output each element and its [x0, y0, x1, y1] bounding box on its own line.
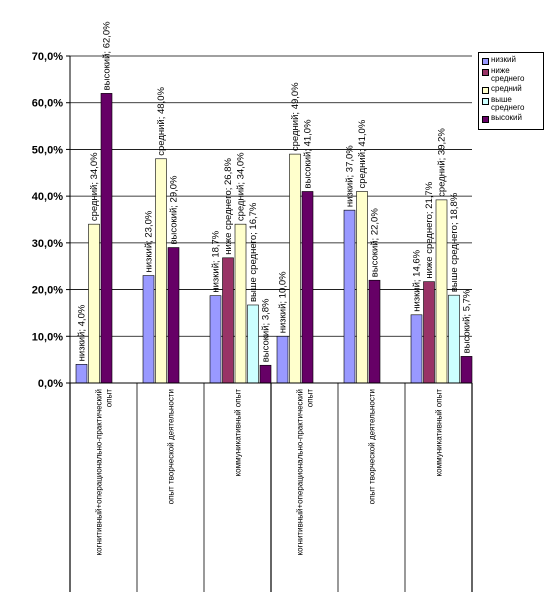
bar [88, 223, 100, 384]
data-label: низкий; 14,6% [412, 249, 423, 311]
category-label-line: когнитивный+операционально-практический [95, 389, 104, 555]
data-label: низкий; 10,0% [278, 271, 289, 333]
bar [460, 356, 473, 384]
category-label-line: опыт творческой деятельности [167, 389, 176, 504]
bar [289, 153, 301, 384]
bar [410, 314, 423, 384]
category-label-line: когнитивный+операционально-практический [296, 389, 305, 555]
legend-item: высокий [482, 114, 541, 123]
category-label-line: опыт [306, 389, 315, 408]
legend-label: ниже среднего [491, 66, 525, 83]
bar [222, 257, 234, 384]
legend-item: ниже среднего [482, 67, 541, 83]
category-label: когнитивный+операционально-практический о… [95, 389, 114, 556]
y-tick-label: 20,0% [32, 285, 63, 297]
legend-label: высокий [491, 113, 522, 122]
legend-label: низкий [491, 55, 516, 64]
data-label: высокий; 41,0% [303, 119, 314, 189]
legend: низкий ниже среднего средний выше среднего в… [478, 52, 544, 130]
data-label: низкий; 37,0% [345, 145, 356, 207]
data-label: средний; 34,0% [236, 152, 247, 221]
data-label: низкий; 23,0% [144, 210, 155, 272]
data-label: ниже среднего; 21,7% [424, 181, 435, 278]
data-label: ниже среднего; 26,8% [223, 157, 234, 254]
legend-item: выше среднего [482, 96, 541, 112]
data-label: высокий; 29,0% [169, 175, 180, 245]
bar [247, 304, 259, 384]
data-label: средний; 49,0% [290, 82, 301, 151]
bar [276, 335, 289, 384]
category-label: коммуникативный опыт [234, 389, 243, 477]
legend-item: низкий [482, 56, 541, 65]
bar [142, 275, 155, 384]
bar [155, 158, 167, 384]
category-label-line: опыт [105, 389, 114, 408]
category-label: опыт творческой деятельности [167, 389, 176, 504]
y-tick-label: 30,0% [32, 238, 63, 250]
y-tick-label: 50,0% [32, 144, 63, 156]
grid-lines [70, 55, 472, 337]
legend-swatch [482, 87, 489, 94]
bar [75, 364, 88, 384]
data-label: средний; 39,2% [437, 128, 448, 197]
data-label: выше среднего; 16,7% [248, 202, 259, 302]
data-label: средний; 48,0% [156, 86, 167, 155]
category-label: когнитивный+операционально-практический о… [296, 389, 315, 556]
data-label: высокий; 3,8% [261, 298, 272, 362]
data-label: выше среднего; 18,8% [449, 192, 460, 292]
data-label: низкий; 4,0% [77, 304, 88, 361]
category-label-line: коммуникативный опыт [234, 389, 243, 477]
bar [301, 191, 314, 384]
data-label: средний; 41,0% [357, 119, 368, 188]
data-label: высокий; 5,7% [462, 289, 473, 353]
bar [259, 364, 272, 384]
bar [356, 191, 368, 384]
data-labels: низкий; 4,0% средний; 34,0% высокий; 62,0%… [77, 21, 473, 362]
y-tick-label: 60,0% [32, 98, 63, 110]
axes: 0,0% 10,0% 20,0% 30,0% 40,0% 50,0% 60,0% 70,0% к… [32, 51, 473, 592]
bar [343, 209, 356, 384]
data-label: высокий; 22,0% [370, 208, 381, 278]
y-tick-label: 0,0% [38, 378, 63, 390]
category-label-line: опыт творческой деятельности [368, 389, 377, 504]
bar [209, 295, 222, 384]
legend-swatch [482, 58, 489, 65]
category-label-line: коммуникативный опыт [435, 389, 444, 477]
bar [423, 281, 435, 384]
bar [167, 247, 180, 384]
data-label: средний; 34,0% [89, 152, 100, 221]
bar [100, 93, 113, 384]
legend-swatch [482, 69, 489, 76]
data-label: низкий; 18,7% [211, 230, 222, 292]
category-label: коммуникативный опыт [435, 389, 444, 477]
legend-swatch [482, 98, 489, 105]
bar [368, 279, 381, 384]
legend-label: средний [491, 84, 522, 93]
bar [448, 294, 460, 384]
y-tick-label: 40,0% [32, 191, 63, 203]
bar [234, 223, 247, 384]
legend-label: выше среднего [491, 95, 525, 112]
data-label: высокий; 62,0% [102, 21, 113, 91]
y-tick-label: 10,0% [32, 331, 63, 343]
y-tick-label: 70,0% [32, 51, 63, 63]
legend-swatch [482, 116, 489, 123]
legend-item: средний [482, 85, 541, 94]
category-label: опыт творческой деятельности [368, 389, 377, 504]
bar [435, 199, 448, 384]
bars [75, 93, 473, 384]
